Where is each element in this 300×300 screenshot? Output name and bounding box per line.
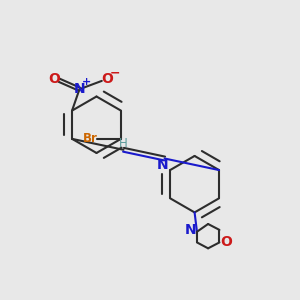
Text: +: + xyxy=(82,77,92,87)
Text: O: O xyxy=(48,72,60,86)
Text: −: − xyxy=(110,66,120,79)
Text: N: N xyxy=(184,223,196,237)
Text: O: O xyxy=(101,72,113,86)
Text: N: N xyxy=(74,82,85,96)
Text: Br: Br xyxy=(83,132,98,146)
Text: O: O xyxy=(220,235,232,248)
Text: H: H xyxy=(119,136,128,150)
Text: N: N xyxy=(157,158,169,172)
